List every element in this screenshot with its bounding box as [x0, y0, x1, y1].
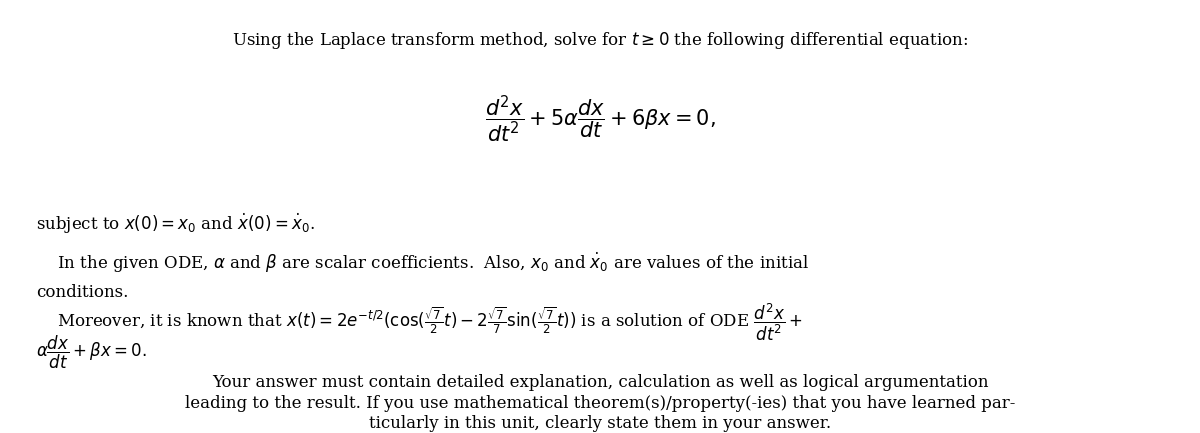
Text: Your answer must contain detailed explanation, calculation as well as logical ar: Your answer must contain detailed explan… — [211, 374, 989, 391]
Text: Using the Laplace transform method, solve for $t \geq 0$ the following different: Using the Laplace transform method, solv… — [232, 30, 968, 51]
Text: Moreover, it is known that $x(t) = 2e^{-t/2}(\cos(\frac{\sqrt{7}}{2}t) - 2\frac{: Moreover, it is known that $x(t) = 2e^{-… — [36, 302, 803, 343]
Text: In the given ODE, $\alpha$ and $\beta$ are scalar coefficients.  Also, $x_0$ and: In the given ODE, $\alpha$ and $\beta$ a… — [36, 251, 809, 275]
Text: subject to $x(0) = x_0$ and $\dot{x}(0) = \dot{x}_0$.: subject to $x(0) = x_0$ and $\dot{x}(0) … — [36, 212, 314, 236]
Text: $\dfrac{d^2x}{dt^2} + 5\alpha\dfrac{dx}{dt} + 6\beta x = 0,$: $\dfrac{d^2x}{dt^2} + 5\alpha\dfrac{dx}{… — [485, 94, 715, 145]
Text: leading to the result. If you use mathematical theorem(s)/property(-ies) that yo: leading to the result. If you use mathem… — [185, 395, 1015, 412]
Text: ticularly in this unit, clearly state them in your answer.: ticularly in this unit, clearly state th… — [368, 415, 832, 432]
Text: conditions.: conditions. — [36, 284, 128, 301]
Text: $\alpha\dfrac{dx}{dt} + \beta x = 0.$: $\alpha\dfrac{dx}{dt} + \beta x = 0.$ — [36, 334, 146, 371]
